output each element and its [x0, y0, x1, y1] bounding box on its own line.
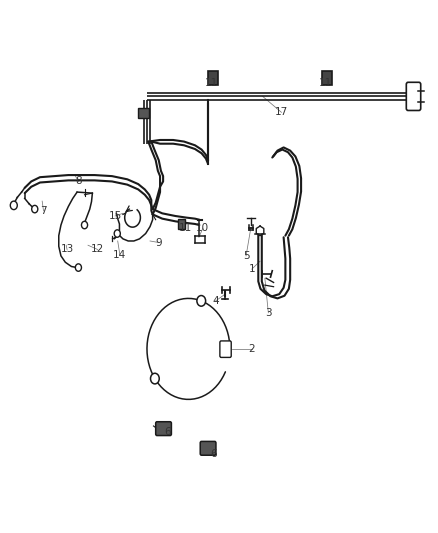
FancyBboxPatch shape — [178, 219, 185, 229]
Circle shape — [81, 221, 88, 229]
Text: 5: 5 — [243, 251, 249, 261]
Text: 6: 6 — [210, 449, 217, 458]
Circle shape — [151, 373, 159, 384]
Text: 11: 11 — [318, 78, 332, 88]
Text: 11: 11 — [179, 223, 192, 233]
Circle shape — [75, 264, 81, 271]
Text: 9: 9 — [156, 238, 162, 247]
FancyBboxPatch shape — [155, 422, 171, 435]
FancyBboxPatch shape — [138, 108, 149, 118]
FancyBboxPatch shape — [208, 71, 218, 85]
Text: 11: 11 — [205, 78, 218, 88]
Text: 12: 12 — [91, 245, 104, 254]
Text: 1: 1 — [248, 264, 255, 274]
FancyBboxPatch shape — [220, 341, 231, 358]
Circle shape — [32, 205, 38, 213]
Text: 6: 6 — [164, 427, 171, 438]
Circle shape — [197, 296, 205, 306]
Text: 3: 3 — [265, 308, 272, 318]
Text: 4: 4 — [212, 296, 219, 306]
Text: 8: 8 — [75, 176, 82, 187]
Text: 14: 14 — [113, 250, 127, 260]
Circle shape — [11, 201, 17, 209]
Circle shape — [114, 230, 120, 237]
FancyBboxPatch shape — [200, 441, 216, 455]
Text: 17: 17 — [275, 107, 288, 117]
Text: 2: 2 — [248, 344, 255, 354]
Text: 7: 7 — [40, 206, 47, 216]
FancyBboxPatch shape — [322, 71, 332, 85]
Text: 10: 10 — [196, 223, 209, 233]
Text: 13: 13 — [60, 245, 74, 254]
Text: 15: 15 — [109, 211, 122, 221]
FancyBboxPatch shape — [406, 82, 421, 110]
